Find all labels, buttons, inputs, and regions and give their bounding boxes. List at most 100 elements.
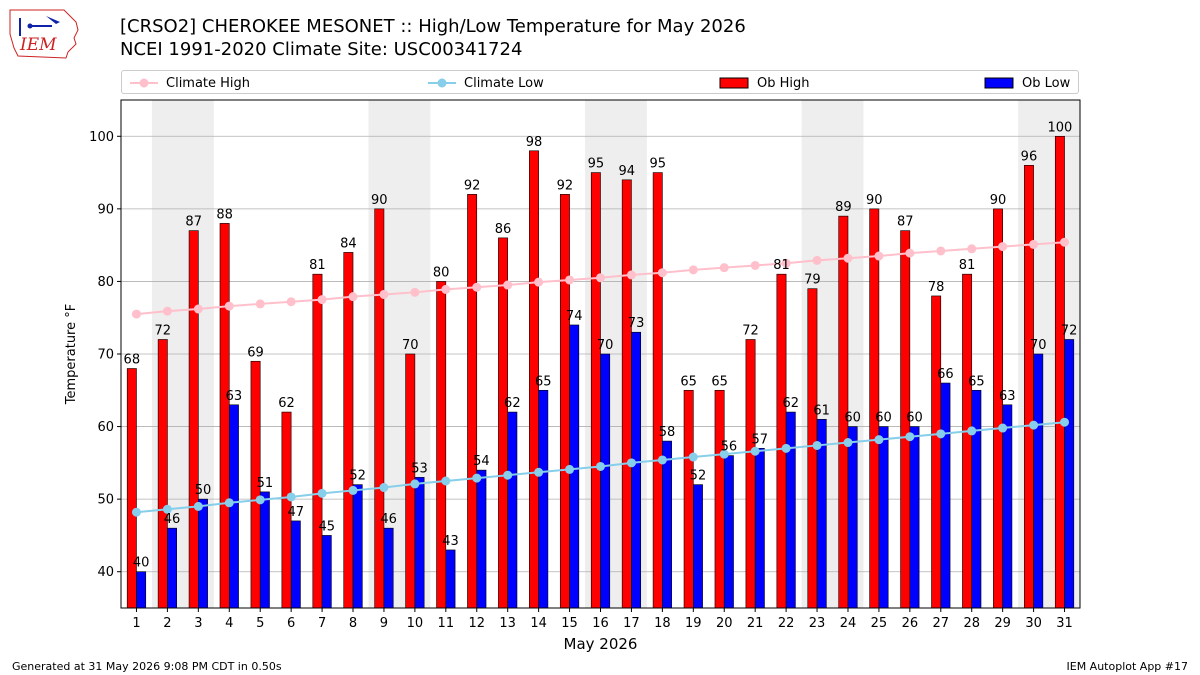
ob-high-label: 90	[371, 193, 388, 208]
y-tick-label: 60	[97, 420, 114, 435]
climate-high-point	[874, 251, 884, 261]
climate-low-point	[565, 464, 575, 474]
ob-low-label: 74	[566, 309, 583, 324]
ob-high-label: 79	[804, 273, 821, 288]
x-tick-label: 28	[963, 616, 980, 631]
climate-high-point	[162, 306, 172, 316]
ob-low-bar	[631, 331, 642, 609]
ob-high-label: 90	[990, 193, 1007, 208]
ob-low-label: 50	[195, 483, 212, 498]
ob-high-label: 90	[866, 193, 883, 208]
ob-high-label: 96	[1021, 149, 1038, 164]
ob-low-label: 60	[875, 411, 892, 426]
logo-text: IEM	[19, 35, 57, 55]
climate-high-point	[936, 246, 946, 256]
ob-low-bar	[290, 520, 301, 609]
ob-high-bar	[621, 179, 632, 609]
climate-low-point	[905, 432, 915, 442]
legend-label-climate-low: Climate Low	[464, 75, 544, 91]
ob-low-bar	[538, 389, 549, 609]
legend-label-ob-high: Ob High	[757, 75, 810, 91]
climate-high-point	[750, 260, 760, 270]
x-tick-label: 25	[871, 616, 888, 631]
climate-low-point	[657, 455, 667, 465]
y-tick-label: 50	[97, 493, 114, 508]
ob-high-label: 78	[928, 280, 945, 295]
legend-item-climate-low: Climate Low	[428, 74, 544, 92]
y-axis-label: Temperature °F	[64, 304, 79, 405]
ob-low-bar	[352, 484, 363, 609]
climate-low-point	[193, 501, 203, 511]
ob-high-bar	[188, 230, 199, 609]
climate-lines	[131, 237, 1070, 517]
climate-low-point	[596, 461, 605, 471]
ob-high-bar	[962, 273, 973, 609]
climate-high-point	[781, 258, 791, 268]
chart-title: [CRSO2] CHEROKEE MESONET :: High/Low Tem…	[120, 16, 746, 37]
x-tick-label: 5	[256, 616, 264, 631]
ob-low-bar	[383, 527, 394, 609]
x-tick-label: 17	[623, 616, 640, 631]
ob-high-bar	[993, 208, 1003, 609]
ob-low-label: 40	[133, 556, 150, 571]
ob-low-label: 63	[226, 389, 243, 404]
ob-low-label: 54	[473, 454, 490, 469]
y-tick-label: 70	[97, 348, 114, 363]
climate-low-point	[286, 492, 296, 502]
climate-low-point	[843, 438, 853, 448]
bar-labels: 68 40 72 46 87 50 88 63 69 51 62 47 81 45 84 52 90 46 70 53…	[124, 120, 1078, 570]
climate-high-point	[967, 244, 977, 254]
ob-low-label: 58	[659, 425, 676, 440]
ob-high-label: 98	[526, 135, 543, 150]
ob-high-bar	[1024, 165, 1034, 609]
ob-low-bar	[198, 498, 208, 609]
climate-low-point	[874, 435, 884, 445]
ob-low-label: 45	[318, 519, 335, 534]
ob-high-bar	[312, 273, 323, 609]
climate-low-point	[255, 495, 265, 505]
legend-label-ob-low: Ob Low	[1022, 75, 1071, 91]
ob-low-bar	[785, 411, 796, 609]
ob-high-label: 80	[433, 265, 450, 280]
x-tick-label: 30	[1025, 616, 1042, 631]
x-tick-label: 29	[994, 616, 1011, 631]
ob-high-label: 100	[1047, 120, 1072, 135]
ob-high-bar	[683, 389, 694, 609]
x-tick-label: 3	[194, 616, 202, 631]
ob-low-label: 46	[380, 512, 397, 527]
climate-high-point	[1060, 237, 1070, 247]
iem-logo: IEM	[9, 9, 79, 59]
climate-high-point	[441, 284, 451, 294]
climate-high-point	[905, 248, 915, 258]
ob-high-bar	[436, 281, 447, 609]
ob-high-label: 81	[309, 258, 326, 273]
ob-low-label: 62	[782, 396, 799, 411]
ob-low-swatch	[984, 77, 1014, 89]
ob-low-label: 63	[999, 389, 1016, 404]
ob-high-label: 88	[216, 207, 233, 222]
x-tick-label: 11	[438, 616, 455, 631]
y-tick-label: 80	[97, 275, 114, 290]
climate-low-point	[534, 467, 544, 477]
x-tick-label: 22	[778, 616, 795, 631]
ob-high-bar	[931, 295, 942, 609]
ob-low-bar	[754, 448, 765, 609]
ob-high-bar	[1054, 135, 1065, 609]
chart-subtitle: NCEI 1991-2020 Climate Site: USC00341724	[120, 39, 523, 60]
x-tick-label: 16	[592, 616, 609, 631]
ob-high-bar	[745, 339, 756, 609]
climate-high-point	[843, 253, 853, 263]
climate-low-point	[131, 507, 141, 517]
ob-low-label: 70	[1030, 338, 1047, 353]
legend-item-ob-low: Ob Low	[984, 74, 1070, 92]
ob-low-label: 57	[752, 432, 769, 447]
y-tick-label: 40	[97, 565, 114, 580]
ob-low-label: 66	[937, 367, 954, 382]
ob-high-label: 87	[185, 215, 202, 230]
x-tick-label: 23	[809, 616, 826, 631]
climate-high-point	[534, 277, 544, 287]
ob-high-label: 92	[557, 178, 574, 193]
ob-high-label: 92	[464, 178, 481, 193]
ob-high-label: 62	[278, 396, 295, 411]
